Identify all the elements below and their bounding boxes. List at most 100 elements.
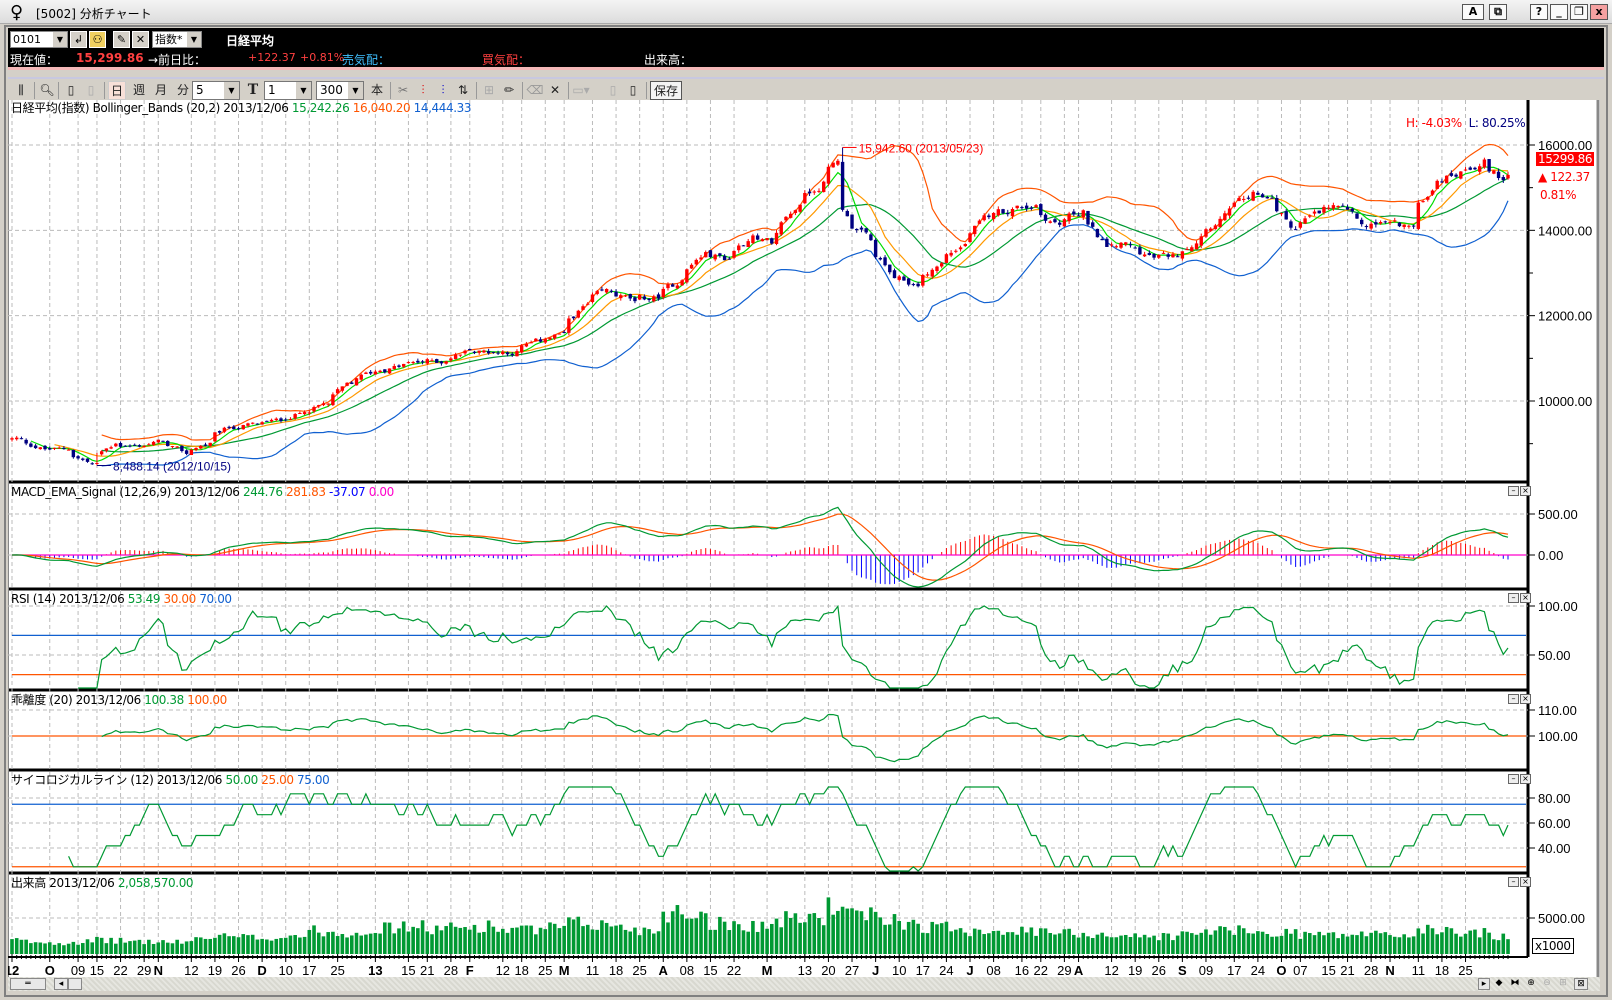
sort-arrows-icon[interactable]: ⇅: [457, 83, 469, 97]
candle-body: [944, 254, 949, 263]
font-button[interactable]: A: [1462, 4, 1484, 20]
panel-minimize-icon[interactable]: –: [1508, 486, 1519, 496]
y-tick-label: 10000.00: [1538, 394, 1592, 409]
candle-body: [43, 445, 47, 450]
candle-body: [576, 310, 581, 318]
x-tick-label: 25: [1458, 963, 1472, 977]
volume-bar: [897, 921, 902, 954]
scroll-grip[interactable]: ═: [10, 978, 46, 990]
scroll-left-button[interactable]: ◂: [54, 978, 68, 990]
candle-body: [1260, 194, 1265, 198]
panel-close-icon[interactable]: ×: [1520, 877, 1531, 887]
x-tick-label: 21: [420, 963, 434, 977]
scissors-icon[interactable]: ✂: [397, 83, 409, 97]
bar-chart-red-icon[interactable]: ⫶: [421, 83, 425, 97]
close-button[interactable]: x: [1590, 4, 1608, 20]
page-icon[interactable]: ▯: [629, 83, 637, 97]
panel-close-icon[interactable]: ×: [1520, 593, 1531, 603]
binoculars-icon[interactable]: ⚇: [89, 31, 106, 48]
enter-icon[interactable]: ↲: [70, 31, 87, 48]
restore-button[interactable]: ❐: [1570, 4, 1588, 20]
zoom-icon[interactable]: 🔍︎: [39, 83, 55, 97]
help-button[interactable]: ?: [1530, 4, 1548, 20]
window-title: [5002] 分析チャート: [36, 7, 152, 21]
panel-minimize-icon[interactable]: –: [1508, 593, 1519, 603]
candle-body: [812, 191, 816, 193]
eraser-icon[interactable]: ⌫: [526, 83, 544, 97]
x-tick-label: 25: [632, 963, 646, 977]
panel-minimize-icon[interactable]: –: [1508, 877, 1519, 887]
edit-icon[interactable]: ✎: [113, 31, 130, 48]
x-tick-label: 11: [1412, 963, 1426, 977]
volume-bar: [557, 928, 562, 954]
candle-body: [850, 214, 854, 229]
code-select[interactable]: 0101 ▼: [10, 31, 68, 48]
period-day-button[interactable]: 日: [108, 81, 126, 100]
candle-body: [1449, 173, 1454, 176]
page-icon[interactable]: ▯: [67, 83, 75, 97]
minute-select[interactable]: 5 ▼: [192, 81, 240, 100]
chart-area[interactable]: 12 O 09 15 22 29 N 12 19 26 D 10 17 25 13 15 21 28 F 12 18 25…: [8, 100, 1600, 977]
period-week-button[interactable]: 週: [132, 83, 145, 97]
candle-body: [718, 253, 722, 256]
candle-body: [62, 447, 66, 449]
expand-icon[interactable]: ◆: [1495, 978, 1503, 988]
panel-close-icon[interactable]: ×: [1520, 486, 1531, 496]
delete-icon[interactable]: ✕: [549, 83, 561, 97]
candle-body: [685, 269, 689, 283]
bar-count-select[interactable]: 300 ▼: [316, 81, 364, 100]
candle-body: [1138, 247, 1142, 255]
volume-bar: [29, 943, 33, 954]
volume-bar: [175, 939, 179, 954]
pencil-icon[interactable]: ✏: [503, 83, 515, 97]
volume-bar: [1359, 931, 1364, 954]
candle-style-icon[interactable]: ⫼: [18, 83, 24, 97]
reset-icon[interactable]: ⊠: [1574, 978, 1588, 990]
text-tool-button[interactable]: T: [247, 82, 259, 98]
scroll-right-button[interactable]: ▸: [1478, 978, 1490, 990]
panel-close-icon[interactable]: ×: [1520, 774, 1531, 784]
candle-body: [1383, 221, 1387, 223]
volume-bar: [1119, 935, 1123, 954]
scroll-thumb[interactable]: [68, 978, 82, 990]
instrument-name: 日経平均: [226, 34, 275, 48]
period-minute-button[interactable]: 分: [176, 83, 189, 97]
volume-bar: [198, 937, 203, 954]
x-tick-label: 11: [586, 963, 600, 977]
candle-body: [48, 448, 52, 450]
candle-body: [722, 255, 727, 261]
save-button[interactable]: 保存: [650, 81, 683, 100]
panel-minimize-icon[interactable]: –: [1508, 694, 1519, 704]
chart-canvas[interactable]: 12 O 09 15 22 29 N 12 19 26 D 10 17 25 13 15 21 28 F 12 18 25…: [8, 100, 1600, 977]
x-tick-label: 08: [986, 963, 1000, 977]
volume-bar: [826, 897, 831, 954]
bar-chart-blue-icon[interactable]: ⫶: [441, 83, 445, 97]
panel-minimize-icon[interactable]: –: [1508, 774, 1519, 784]
volume-bar: [1105, 936, 1109, 954]
panel-close-icon[interactable]: ×: [1520, 694, 1531, 704]
type-select[interactable]: 指数* ▼: [152, 31, 202, 48]
volume-bar: [184, 941, 189, 954]
candle-body: [553, 334, 557, 339]
candle-body: [1444, 175, 1449, 184]
candle-body: [519, 345, 524, 353]
psych-line: [68, 786, 1509, 872]
horizontal-scrollbar[interactable]: ═ ◂ ▸ ◆ ⧓ ⊕ ⊖ ⊞ ⊠: [8, 977, 1600, 991]
line-width-select[interactable]: 1 ▼: [264, 81, 312, 100]
zoom-in-icon[interactable]: ⊕: [1527, 978, 1535, 988]
volume-bar: [161, 940, 165, 954]
volume-bar: [354, 932, 359, 954]
minimize-button[interactable]: _: [1550, 4, 1568, 20]
candle-body: [751, 235, 755, 244]
volume-bar: [1152, 935, 1156, 954]
copy-window-button[interactable]: ⧉: [1489, 4, 1507, 20]
candle-body: [66, 449, 71, 451]
candle-body: [482, 350, 486, 353]
period-month-button[interactable]: 月: [154, 83, 167, 97]
volume-bar: [609, 926, 614, 954]
candle-body: [991, 212, 996, 220]
zoom-out-icon: ⊖: [1543, 978, 1551, 988]
clear-icon[interactable]: ✕: [132, 31, 149, 48]
shrink-icon[interactable]: ⧓: [1510, 978, 1520, 988]
bb-lower-value: 14,444.33: [413, 101, 472, 115]
